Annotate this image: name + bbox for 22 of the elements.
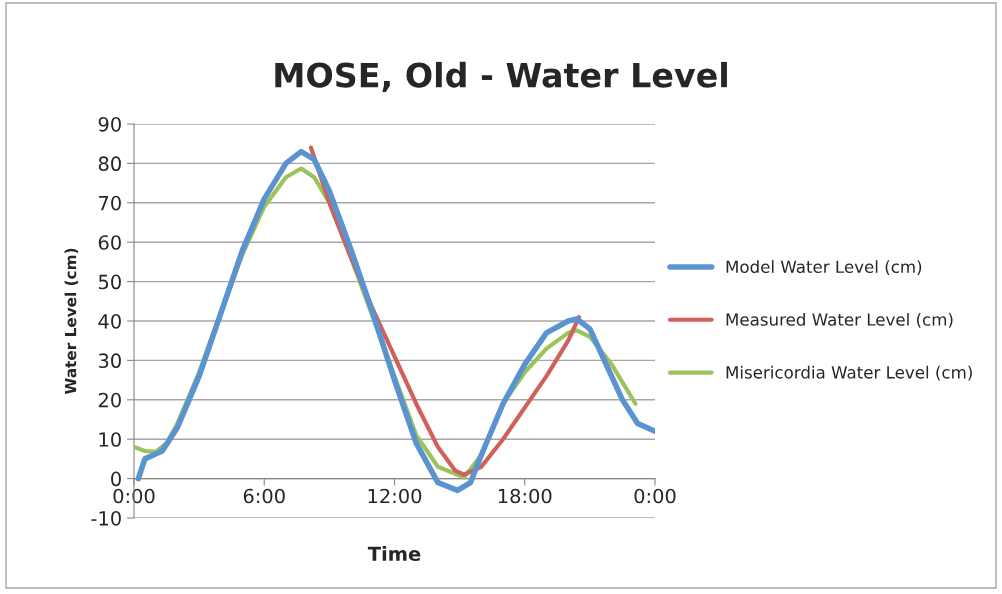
y-tick-label: 10: [99, 432, 121, 447]
x-tick-label: 0:00: [634, 488, 676, 504]
legend-label: Model Water Level (cm): [726, 260, 922, 275]
y-tick-label: 80: [98, 156, 121, 172]
legend-label: Misericordia Water Level (cm): [726, 365, 972, 381]
y-tick-label: 50: [98, 274, 121, 290]
x-axis-title: Time: [367, 546, 421, 562]
y-tick-label: 20: [98, 392, 121, 408]
y-axis-title: Water Level (cm): [64, 248, 79, 395]
y-tick-label: 70: [99, 195, 121, 211]
x-tick-label: 18:00: [498, 488, 552, 504]
y-tick-label: 90: [98, 116, 121, 132]
legend-label: Measured Water Level (cm): [726, 312, 953, 328]
y-tick-label: 40: [98, 313, 121, 329]
y-tick-label: -10: [91, 510, 121, 526]
y-tick-label: 0: [111, 471, 121, 487]
y-tick-label: 30: [98, 353, 121, 369]
x-tick-label: 12:00: [368, 488, 422, 504]
y-tick-label: 60: [98, 235, 121, 250]
x-tick-label: 0:00: [113, 488, 155, 504]
x-tick-label: 6:00: [243, 488, 285, 504]
chart-title: MOSE, Old - Water Level: [275, 61, 727, 92]
